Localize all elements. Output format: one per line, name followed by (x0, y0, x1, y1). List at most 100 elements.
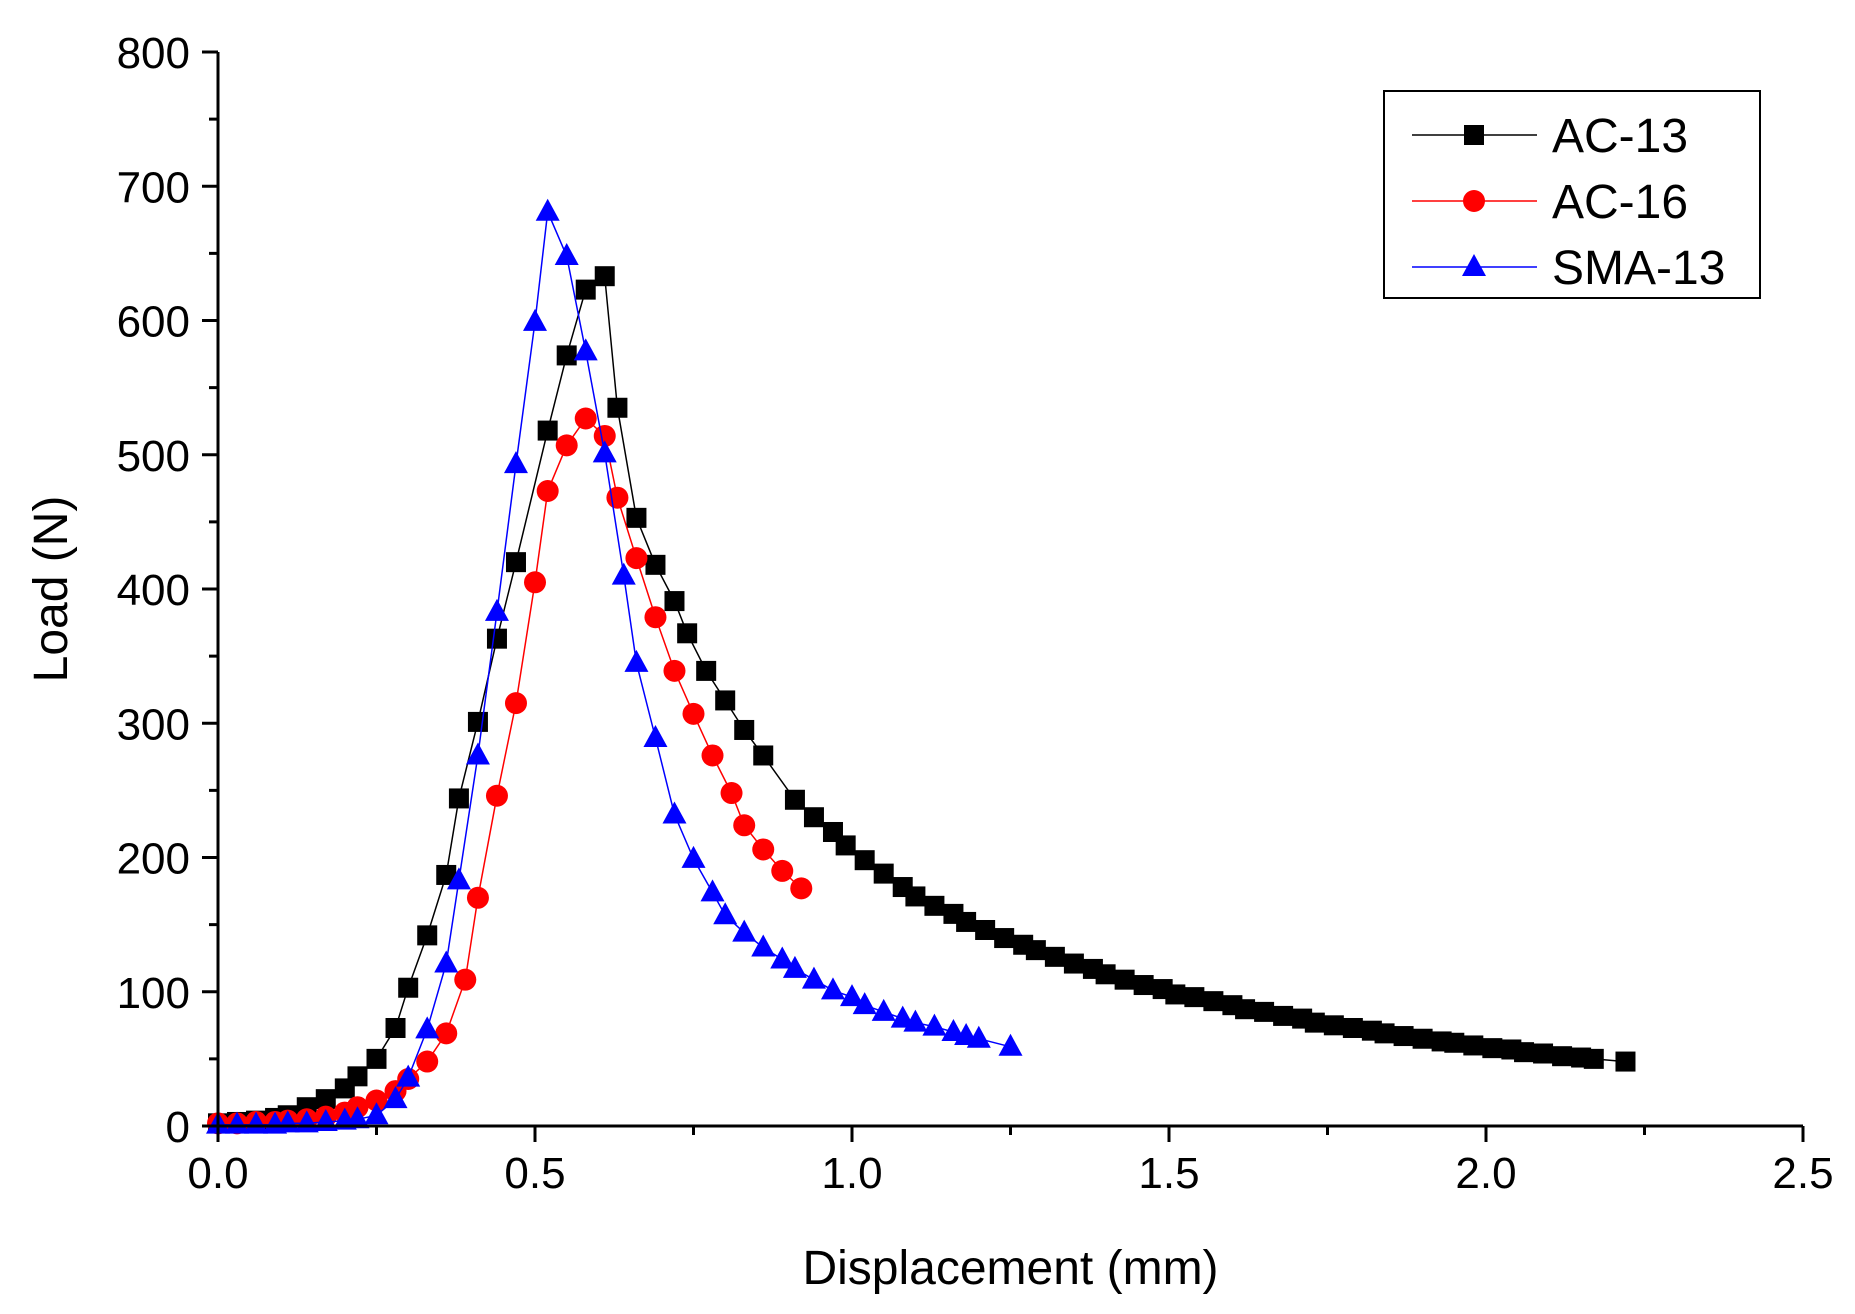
data-point (1114, 969, 1135, 990)
data-point (663, 659, 686, 682)
legend-marker (1463, 190, 1485, 212)
data-point (770, 946, 795, 969)
data-point (873, 863, 894, 884)
y-tick-label: 400 (117, 566, 190, 615)
data-point (485, 784, 508, 807)
y-tick-label: 0 (166, 1103, 190, 1152)
data-point (643, 725, 668, 748)
data-point (1095, 964, 1116, 985)
data-point (1615, 1051, 1636, 1072)
data-point (398, 977, 419, 998)
data-point (503, 451, 528, 474)
data-point (1514, 1042, 1535, 1063)
data-point (790, 877, 813, 900)
legend-item-sma-13: SMA-13 (1412, 242, 1725, 295)
y-axis-title: Load (N) (25, 496, 78, 683)
data-point (801, 966, 826, 989)
data-point (465, 742, 490, 765)
data-point (436, 864, 457, 885)
data-point (347, 1066, 368, 1087)
data-point (415, 1016, 440, 1039)
data-point (383, 1086, 408, 1109)
x-tick-label: 1.5 (1138, 1149, 1199, 1198)
series-line (217, 274, 1626, 1125)
data-point (956, 911, 977, 932)
x-tick-label: 0.5 (504, 1149, 565, 1198)
data-point (1412, 1028, 1433, 1049)
y-tick-label: 500 (117, 432, 190, 481)
data-point (1025, 940, 1046, 961)
legend-label: SMA-13 (1552, 242, 1725, 295)
data-point (994, 928, 1015, 949)
data-point (1235, 999, 1256, 1020)
data-point (1552, 1046, 1573, 1067)
data-point (504, 692, 527, 715)
data-point (681, 845, 706, 868)
data-point (486, 628, 507, 649)
data-point (446, 867, 471, 890)
data-point (1342, 1017, 1363, 1038)
data-point (700, 879, 725, 902)
data-point (733, 814, 756, 837)
data-point (556, 345, 577, 366)
data-point (554, 243, 579, 266)
data-point (1583, 1048, 1604, 1069)
data-point (715, 690, 736, 711)
y-tick-label: 100 (117, 969, 190, 1018)
data-point (435, 1022, 458, 1045)
y-tick-label: 300 (117, 700, 190, 749)
data-point (905, 886, 926, 907)
data-point (1463, 1035, 1484, 1056)
legend-label: AC-13 (1552, 110, 1688, 163)
data-point (820, 977, 845, 1000)
data-point (1273, 1005, 1294, 1026)
data-point (1374, 1023, 1395, 1044)
data-point (466, 886, 489, 909)
x-axis-ticks: 0.0 0.5 1.0 1.5 2.0 2.5 (187, 1126, 1834, 1198)
data-point (594, 266, 615, 287)
data-point (1393, 1026, 1414, 1047)
data-point (734, 719, 755, 740)
data-point (645, 554, 666, 575)
data-point (574, 407, 597, 430)
data-point (1323, 1015, 1344, 1036)
data-point (467, 711, 488, 732)
data-point (1044, 946, 1065, 967)
data-point (732, 919, 757, 942)
data-point (434, 950, 459, 973)
x-tick-label: 0.0 (187, 1149, 248, 1198)
series-line (218, 208, 1011, 1126)
data-point (555, 434, 578, 457)
data-point (852, 992, 877, 1015)
data-point (611, 562, 636, 585)
y-tick-label: 200 (117, 835, 190, 884)
data-point (607, 397, 628, 418)
data-point (505, 552, 526, 573)
data-point (662, 801, 687, 824)
legend-label: AC-16 (1552, 176, 1688, 229)
data-point (454, 968, 477, 991)
series-ac-13 (208, 266, 1636, 1134)
data-point (1304, 1012, 1325, 1033)
data-point (803, 807, 824, 828)
series-sma-13 (206, 198, 1023, 1134)
x-tick-label: 1.0 (821, 1149, 882, 1198)
legend-box (1383, 90, 1761, 299)
data-point (644, 606, 667, 629)
data-point (1063, 953, 1084, 974)
legend: AC-13 AC-16 SMA-13 (1383, 90, 1761, 299)
data-point (524, 571, 546, 594)
x-tick-label: 2.0 (1455, 1149, 1516, 1198)
data-point (922, 1013, 947, 1036)
legend-item-ac-13: AC-13 (1412, 110, 1688, 163)
data-point (1254, 1001, 1275, 1022)
data-point (854, 850, 875, 871)
data-point (573, 338, 598, 361)
data-point (396, 1064, 421, 1087)
x-axis-title: Displacement (mm) (802, 1242, 1218, 1295)
data-point (677, 623, 698, 644)
data-point (696, 660, 717, 681)
data-point (385, 1017, 406, 1038)
data-point (626, 507, 647, 528)
